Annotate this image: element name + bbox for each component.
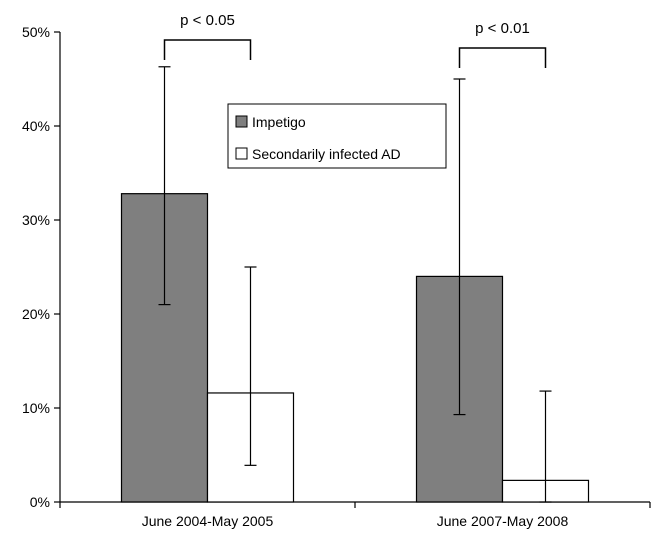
- y-tick-label: 40%: [22, 118, 50, 134]
- legend-box: [227, 103, 447, 169]
- legend-swatch: [235, 147, 248, 160]
- x-category-label: June 2004-May 2005: [142, 513, 274, 529]
- legend-label: Impetigo: [252, 114, 306, 130]
- legend: Impetigo Secondarily infected AD: [227, 103, 447, 169]
- x-axis: June 2004-May 2005 June 2007-May 2008: [59, 501, 651, 529]
- significance-bracket: [458, 47, 547, 68]
- y-tick-label: 0%: [30, 494, 50, 510]
- x-category-label: June 2007-May 2008: [437, 513, 569, 529]
- bars: [120, 193, 590, 503]
- y-tick-label: 10%: [22, 400, 50, 416]
- y-tick-label: 20%: [22, 306, 50, 322]
- y-axis: 0% 10% 20% 30% 40% 50%: [22, 24, 61, 510]
- legend-swatch: [235, 115, 248, 128]
- legend-label: Secondarily infected AD: [252, 146, 401, 162]
- error-bars: [158, 66, 552, 503]
- significance-bracket: [163, 39, 252, 60]
- y-tick-label: 30%: [22, 212, 50, 228]
- significance-label: p < 0.05: [180, 12, 235, 29]
- significance-brackets: p < 0.05 p < 0.01: [163, 12, 547, 68]
- y-tick-label: 50%: [22, 24, 50, 40]
- significance-label: p < 0.01: [475, 20, 530, 37]
